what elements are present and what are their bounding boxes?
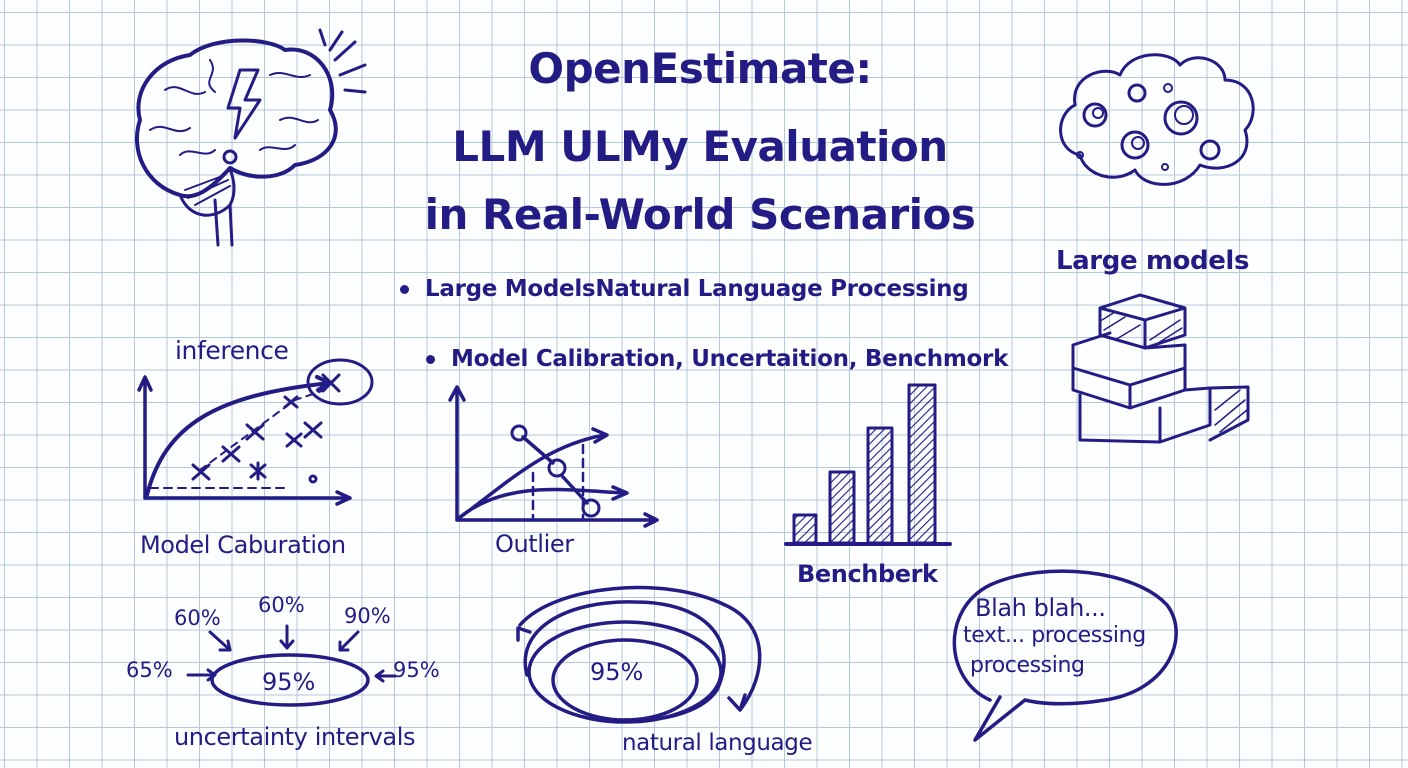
title-line-1: OpenEstimate: [528, 44, 872, 93]
speech-bubble-line-1: Blah blah... [975, 594, 1106, 622]
pct-left: 65% [126, 658, 173, 682]
benchmark-label: Benchberk [797, 560, 938, 588]
benchmark-bar-chart [784, 383, 952, 546]
bullet-dot-icon [400, 285, 409, 294]
uncertainty-caption: uncertainty intervals [174, 723, 416, 751]
inference-label: inference [175, 336, 289, 365]
bullet-item-1: Large ModelsNatural Language Processing [400, 276, 969, 302]
pct-top: 60% [258, 593, 305, 617]
speech-bubble-icon [952, 569, 1178, 742]
bullet-text: Model Calibration, Uncertaition, Benchmo… [451, 346, 1009, 372]
bullet-text: Large ModelsNatural Language Processing [425, 276, 969, 302]
bullet-item-2: Model Calibration, Uncertaition, Benchmo… [426, 346, 1008, 372]
large-models-label: Large models [1056, 246, 1250, 276]
brain-lightning-icon [134, 28, 367, 247]
uncertainty-ellipse [186, 624, 397, 707]
bullet-dot-icon [426, 355, 435, 364]
natural-language-caption: natural language [622, 730, 813, 756]
pct-top-right: 90% [344, 604, 391, 628]
model-calibration-label: Model Caburation [140, 531, 346, 559]
outlier-plot [448, 385, 659, 528]
title-line-3: in Real-World Scenarios [424, 190, 976, 239]
nested-center-value: 95% [590, 658, 644, 686]
nested-ellipses-diagram [516, 585, 762, 724]
speech-bubble-line-3: processing [970, 653, 1085, 678]
outlier-label: Outlier [495, 530, 574, 558]
pct-right: 95% [393, 658, 440, 682]
speech-bubble-line-2: text... processing [963, 623, 1146, 648]
cloud-bubbles-icon [1059, 53, 1255, 186]
title-line-2: LLM ULMy Evaluation [452, 122, 948, 171]
calibration-scatter-plot [137, 358, 374, 506]
uncertainty-center-value: 95% [262, 668, 316, 696]
stacked-blocks-icon [1071, 293, 1250, 444]
pct-top-left: 60% [174, 606, 221, 630]
